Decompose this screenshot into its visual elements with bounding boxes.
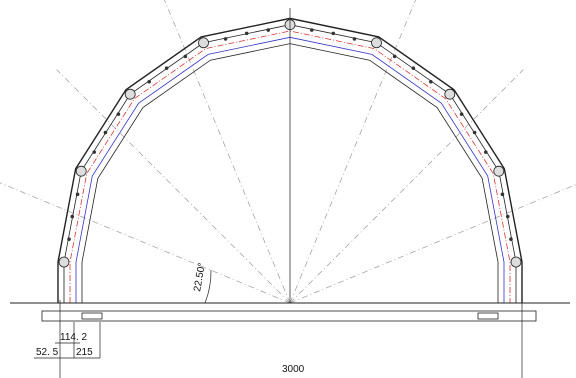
bolt [353, 37, 357, 41]
radial-line [290, 0, 416, 303]
bolt [501, 193, 505, 197]
dome-drawing: 114. 2 52. 5 215 3000 22.50° [0, 0, 576, 378]
bolt [70, 215, 74, 219]
joint [125, 89, 135, 99]
radial-line [290, 70, 523, 303]
bolt [506, 215, 510, 219]
joint [494, 166, 504, 176]
bolt [92, 150, 96, 154]
bolt [104, 131, 108, 135]
joint [445, 89, 455, 99]
joint [59, 257, 69, 267]
joint [371, 38, 381, 48]
bolt [412, 66, 416, 70]
bolt [429, 80, 433, 84]
bolt-plate [478, 313, 498, 319]
joint [76, 166, 86, 176]
bolt [245, 32, 249, 36]
bolt [509, 237, 513, 241]
bolt-plate [82, 313, 102, 319]
joint [199, 38, 209, 48]
angle-label: 22.50° [192, 262, 208, 293]
dim-label: 52. 5 [36, 347, 59, 358]
bolt [310, 28, 314, 32]
bolt [184, 55, 188, 59]
bolt [165, 66, 169, 70]
bolt [117, 112, 121, 116]
dim-label: 3000 [282, 364, 305, 375]
radial-line [164, 0, 290, 303]
bolt [332, 32, 336, 36]
dim-label: 215 [76, 347, 93, 358]
bolt [473, 131, 477, 135]
base-plate [42, 311, 536, 321]
radial-line [57, 70, 290, 303]
bolt [67, 237, 71, 241]
bolt [76, 193, 80, 197]
bolt [393, 55, 397, 59]
bolt [484, 150, 488, 154]
bolt [147, 80, 151, 84]
radial-line [290, 177, 576, 303]
bolt [266, 28, 270, 32]
bolt [224, 37, 228, 41]
bolt [460, 112, 464, 116]
radial-line [0, 177, 290, 303]
joint [511, 257, 521, 267]
dim-label: 114. 2 [60, 332, 87, 343]
